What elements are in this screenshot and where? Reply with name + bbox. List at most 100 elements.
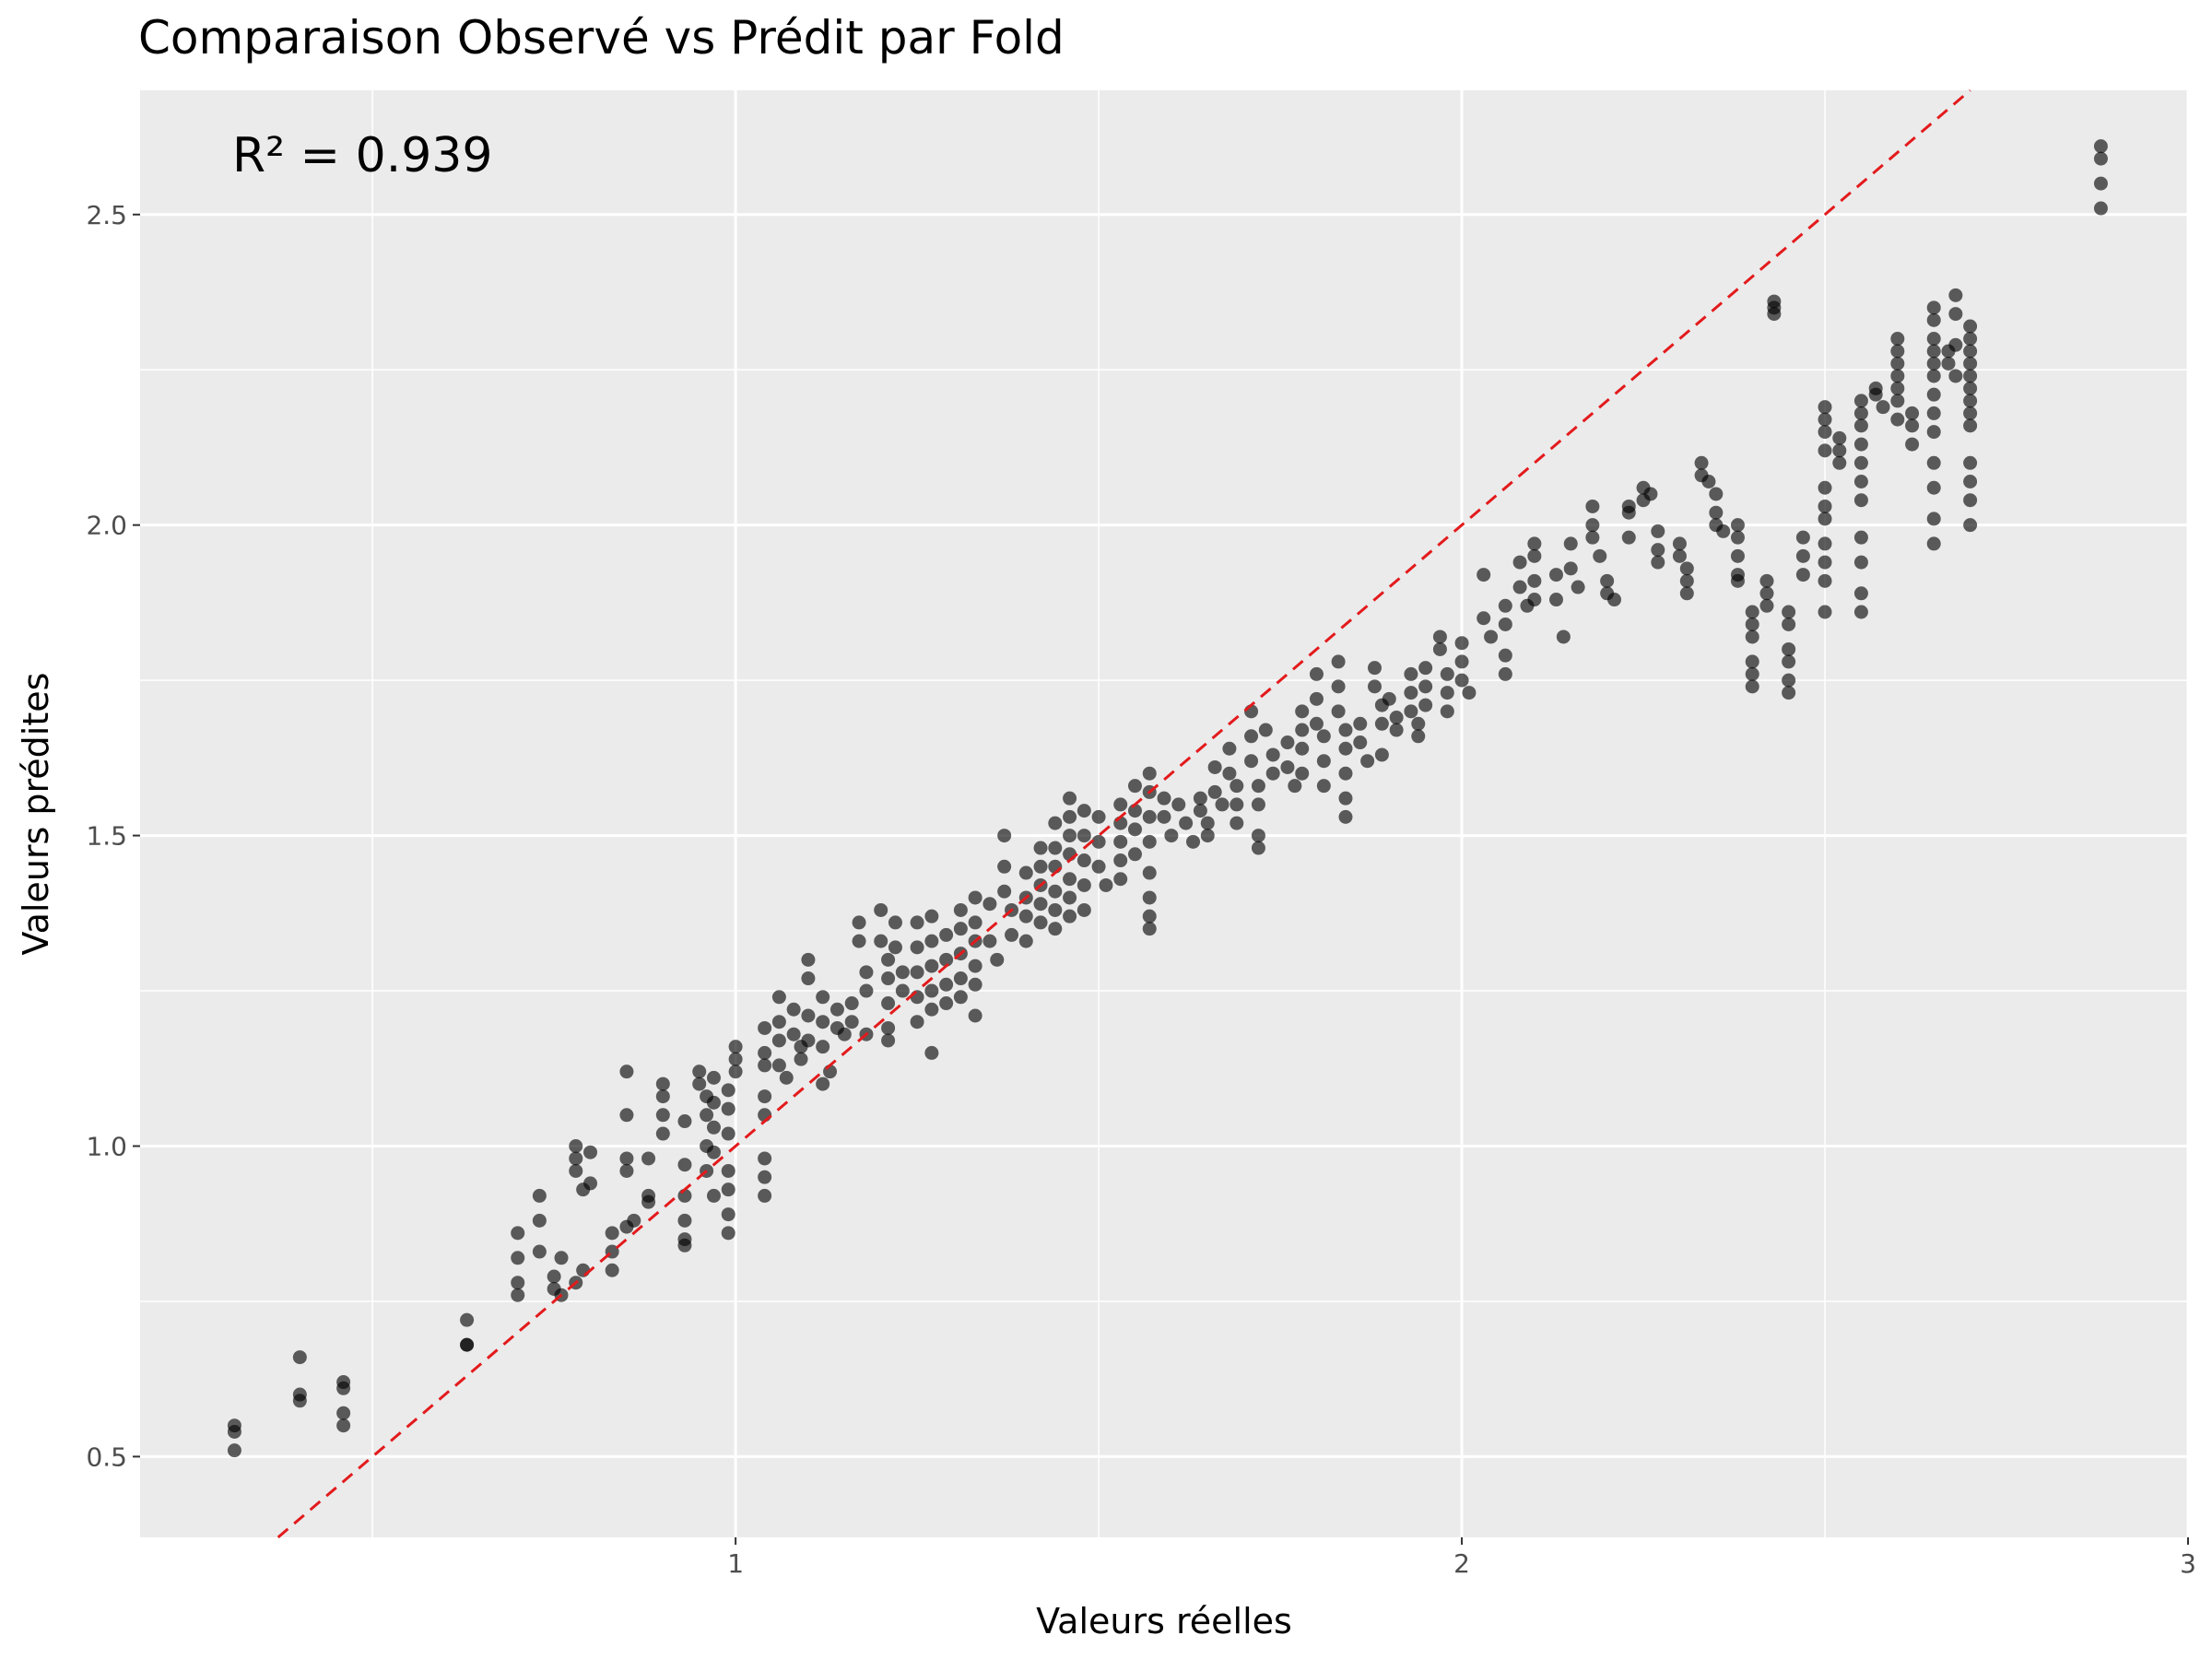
data-point bbox=[1200, 829, 1215, 843]
data-point bbox=[910, 990, 924, 1005]
data-point bbox=[859, 965, 874, 980]
data-point bbox=[511, 1276, 525, 1290]
data-point bbox=[1745, 605, 1759, 619]
data-point bbox=[1963, 381, 1978, 395]
data-point bbox=[655, 1126, 670, 1141]
data-point bbox=[1418, 661, 1433, 676]
data-point bbox=[641, 1151, 656, 1166]
data-point bbox=[1948, 369, 1963, 383]
data-point bbox=[1818, 555, 1832, 570]
data-point bbox=[1142, 865, 1157, 880]
data-point bbox=[1745, 679, 1759, 694]
data-point bbox=[1331, 679, 1346, 694]
data-point bbox=[997, 829, 1012, 843]
data-point bbox=[721, 1163, 735, 1178]
data-point bbox=[1193, 791, 1207, 806]
data-point bbox=[1063, 872, 1077, 887]
data-point bbox=[1607, 593, 1622, 607]
data-point bbox=[801, 1008, 816, 1023]
data-point bbox=[1585, 499, 1600, 513]
data-point bbox=[1730, 530, 1745, 545]
data-point bbox=[1113, 797, 1128, 812]
data-point bbox=[1853, 455, 1868, 470]
data-point bbox=[1679, 561, 1694, 576]
data-point bbox=[569, 1163, 583, 1178]
data-point bbox=[1853, 437, 1868, 452]
data-point bbox=[728, 1065, 743, 1079]
data-point bbox=[758, 1045, 772, 1060]
data-point bbox=[997, 859, 1012, 874]
data-point bbox=[1853, 530, 1868, 545]
data-point bbox=[655, 1089, 670, 1104]
data-point bbox=[881, 1033, 896, 1048]
data-point bbox=[859, 983, 874, 998]
data-point bbox=[1890, 369, 1905, 383]
data-point bbox=[910, 965, 924, 980]
data-point bbox=[881, 971, 896, 986]
data-point bbox=[1368, 679, 1382, 694]
data-point bbox=[1251, 797, 1265, 812]
data-point bbox=[953, 990, 968, 1005]
data-point bbox=[1099, 877, 1113, 892]
data-point bbox=[1418, 679, 1433, 694]
data-point bbox=[1832, 455, 1847, 470]
data-point bbox=[1818, 400, 1832, 415]
data-point bbox=[794, 1052, 808, 1066]
data-point bbox=[1853, 418, 1868, 433]
data-point bbox=[1963, 319, 1978, 334]
data-point bbox=[1890, 332, 1905, 347]
data-point bbox=[924, 1002, 939, 1017]
data-point bbox=[1477, 611, 1491, 626]
data-point bbox=[1142, 834, 1157, 849]
data-point bbox=[816, 1077, 830, 1091]
data-point bbox=[939, 977, 954, 992]
data-point bbox=[1643, 487, 1658, 501]
data-point bbox=[1926, 480, 1941, 495]
data-point bbox=[1512, 555, 1527, 570]
data-point bbox=[1926, 332, 1941, 347]
data-point bbox=[1963, 418, 1978, 433]
data-point bbox=[655, 1108, 670, 1123]
data-point bbox=[2093, 151, 2108, 166]
x-tick-label: 2 bbox=[1453, 1548, 1470, 1579]
data-point bbox=[837, 1027, 852, 1041]
data-point bbox=[1005, 927, 1019, 942]
data-point bbox=[1331, 654, 1346, 669]
data-point bbox=[786, 1027, 801, 1041]
data-point bbox=[1389, 723, 1404, 737]
data-point bbox=[677, 1158, 692, 1172]
data-point bbox=[1759, 573, 1774, 588]
data-point bbox=[1905, 406, 1920, 420]
data-point bbox=[1556, 629, 1571, 644]
data-point bbox=[1440, 686, 1454, 700]
data-point bbox=[1418, 698, 1433, 712]
y-tick-label: 1.0 bbox=[86, 1131, 127, 1161]
data-point bbox=[677, 1114, 692, 1129]
data-point bbox=[677, 1213, 692, 1228]
data-point bbox=[758, 1151, 772, 1166]
data-point bbox=[1818, 480, 1832, 495]
data-point bbox=[771, 1015, 786, 1030]
data-point bbox=[1832, 443, 1847, 458]
data-point bbox=[292, 1350, 307, 1365]
data-point bbox=[910, 940, 924, 955]
data-point bbox=[1963, 493, 1978, 508]
data-point bbox=[1963, 394, 1978, 408]
data-point bbox=[227, 1424, 241, 1439]
data-point bbox=[939, 927, 954, 942]
data-point bbox=[1782, 654, 1796, 669]
data-point bbox=[1621, 530, 1636, 545]
data-point bbox=[532, 1244, 547, 1259]
data-point bbox=[1818, 605, 1832, 619]
data-point bbox=[336, 1418, 351, 1433]
data-point bbox=[1818, 499, 1832, 513]
data-point bbox=[1941, 356, 1956, 371]
data-point bbox=[1411, 716, 1426, 731]
data-point bbox=[532, 1213, 547, 1228]
data-point bbox=[1477, 568, 1491, 582]
data-point bbox=[336, 1406, 351, 1420]
data-point bbox=[895, 983, 910, 998]
data-point bbox=[1745, 629, 1759, 644]
data-point bbox=[990, 952, 1005, 967]
data-point bbox=[619, 1108, 634, 1123]
